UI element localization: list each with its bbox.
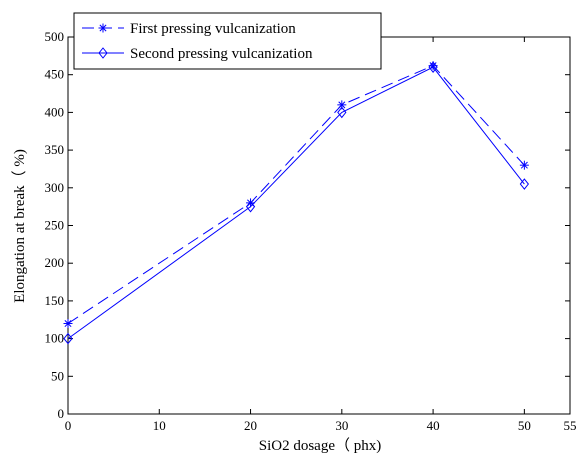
y-tick-label-0: 0 bbox=[58, 406, 65, 421]
data-point-s1-0 bbox=[63, 332, 73, 345]
legend-label-0: First pressing vulcanization bbox=[130, 21, 296, 37]
series-line-1 bbox=[67, 66, 525, 340]
y-tick-label-300: 300 bbox=[45, 180, 65, 195]
y-tick-label-250: 250 bbox=[45, 218, 65, 233]
plot-area-frame bbox=[67, 36, 571, 415]
data-point-s1-3 bbox=[428, 61, 438, 73]
legend-box bbox=[73, 12, 382, 70]
data-point-s1-4 bbox=[519, 178, 530, 190]
x-tick-label-55: 55 bbox=[564, 418, 577, 433]
y-tick-label-400: 400 bbox=[45, 104, 65, 119]
data-point-s0-4 bbox=[519, 160, 529, 170]
legend-label-1: Second pressing vulcanization bbox=[130, 46, 313, 62]
y-tick-label-50: 50 bbox=[51, 368, 64, 383]
y-tick-label-500: 500 bbox=[45, 29, 65, 44]
x-tick-label-0: 0 bbox=[65, 418, 72, 433]
y-axis-label: Elongation at break（ %) bbox=[11, 149, 28, 303]
legend-marker-1 bbox=[98, 47, 108, 59]
data-point-s0-0 bbox=[63, 319, 73, 329]
data-point-s1-1 bbox=[245, 200, 256, 213]
y-tick-label-200: 200 bbox=[45, 255, 65, 270]
legend-item-first-pressing: First pressing vulcanization bbox=[82, 21, 296, 37]
x-tick-label-40: 40 bbox=[427, 418, 440, 433]
x-axis-label: SiO2 dosage（ phx) bbox=[259, 437, 382, 454]
y-tick-label-350: 350 bbox=[45, 142, 65, 157]
y-tick-label-450: 450 bbox=[45, 67, 65, 82]
x-tick-label-20: 20 bbox=[244, 418, 257, 433]
x-tick-label-50: 50 bbox=[518, 418, 531, 433]
x-tick-label-30: 30 bbox=[335, 418, 348, 433]
legend-item-second-pressing: Second pressing vulcanization bbox=[82, 46, 313, 62]
x-tick-label-10: 10 bbox=[153, 418, 166, 433]
series-line-0 bbox=[67, 65, 525, 324]
legend-marker-0 bbox=[98, 23, 108, 33]
y-tick-label-100: 100 bbox=[45, 331, 65, 346]
data-point-s1-2 bbox=[337, 106, 347, 119]
legend: First pressing vulcanization Second pres… bbox=[73, 12, 382, 70]
y-tick-label-150: 150 bbox=[45, 293, 65, 308]
